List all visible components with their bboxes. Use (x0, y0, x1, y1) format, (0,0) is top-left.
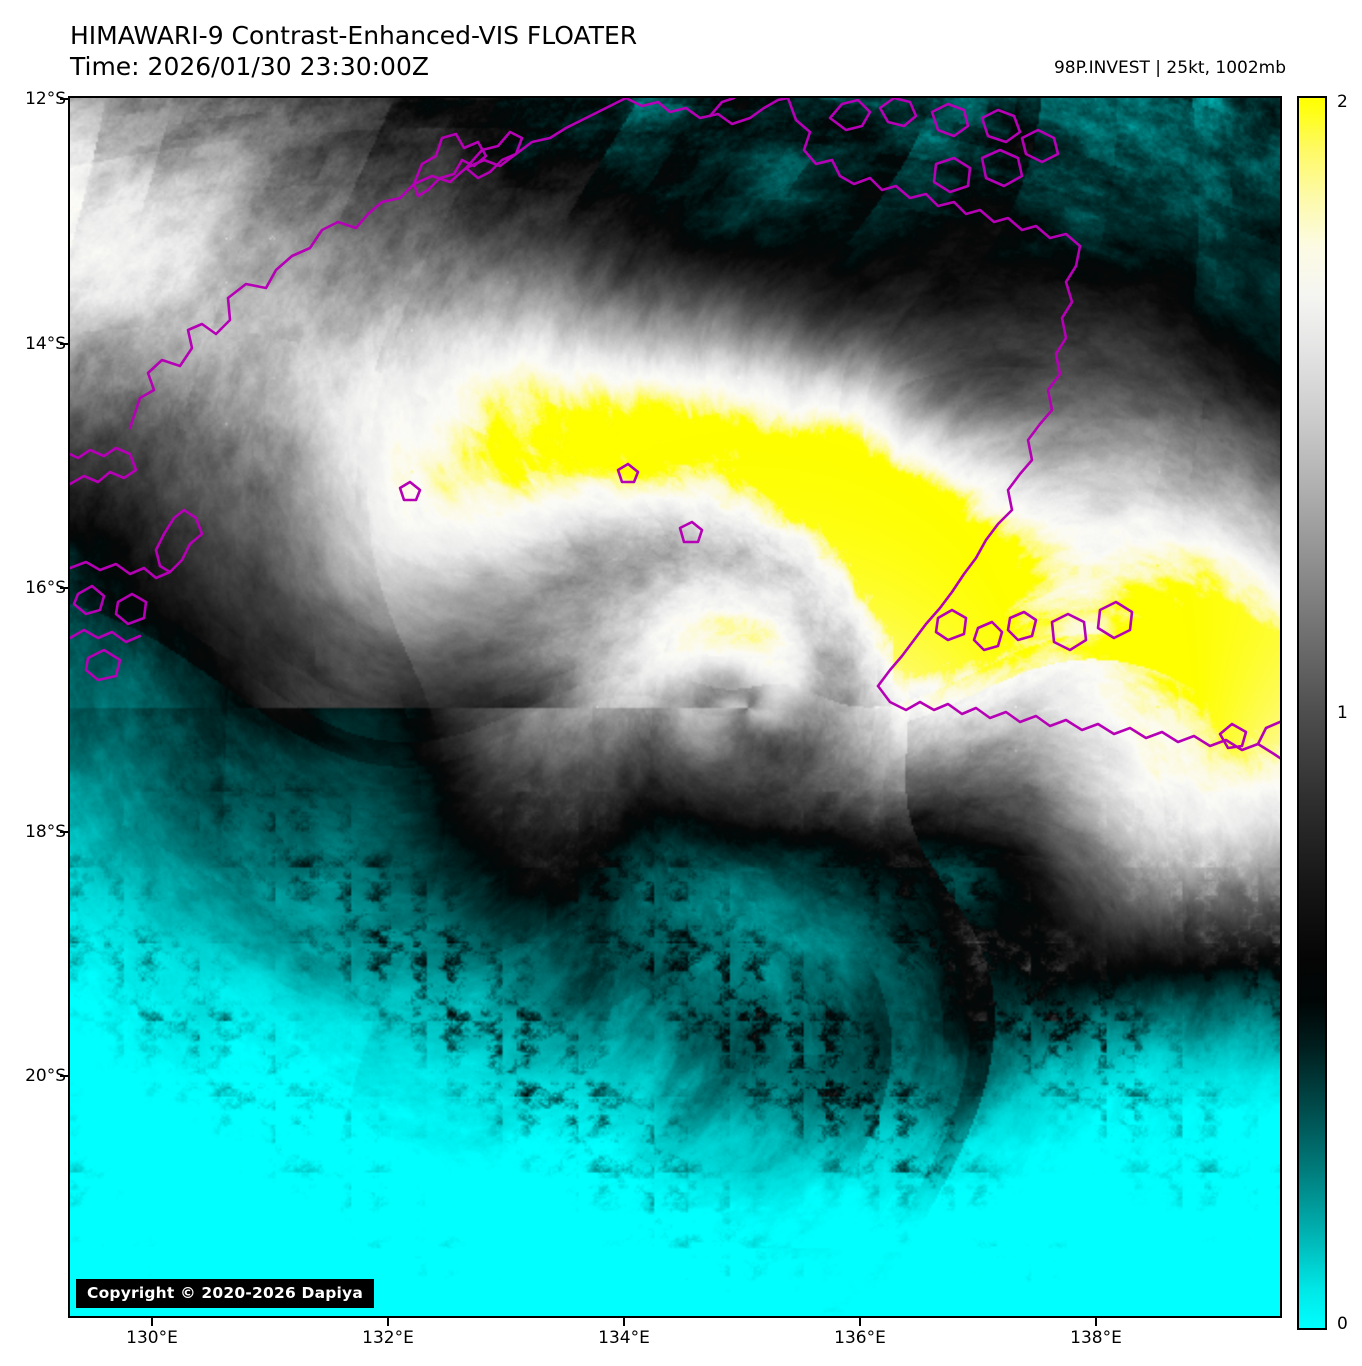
xtick-mark-132e (387, 1318, 389, 1326)
colorbar-label-mid: 1 (1337, 703, 1348, 723)
timestamp-label: Time: 2026/01/30 23:30:00Z (70, 52, 429, 81)
xtick-label-132e: 132°E (362, 1328, 414, 1348)
title-block: HIMAWARI-9 Contrast-Enhanced-VIS FLOATER… (70, 20, 637, 82)
page-title: HIMAWARI-9 Contrast-Enhanced-VIS FLOATER (70, 21, 638, 50)
ytick-mark-12s (60, 98, 68, 100)
colorbar-label-max: 2 (1337, 92, 1348, 112)
ytick-mark-18s (60, 831, 68, 833)
xtick-mark-138e (1095, 1318, 1097, 1326)
ytick-label-16s: 16°S (25, 578, 66, 598)
storm-info-label: 98P.INVEST | 25kt, 1002mb (1053, 58, 1286, 78)
ytick-label-18s: 18°S (25, 822, 66, 842)
xtick-label-130e: 130°E (126, 1328, 178, 1348)
header: HIMAWARI-9 Contrast-Enhanced-VIS FLOATER… (0, 0, 1362, 96)
ytick-mark-20s (60, 1075, 68, 1077)
ytick-label-14s: 14°S (25, 334, 66, 354)
ytick-label-20s: 20°S (25, 1066, 66, 1086)
xtick-mark-136e (859, 1318, 861, 1326)
coastline-overlay (70, 98, 1280, 760)
satellite-image-plot[interactable]: Copyright © 2020-2026 Dapiya (68, 96, 1282, 1318)
ytick-label-12s: 12°S (25, 89, 66, 109)
xtick-mark-134e (623, 1318, 625, 1326)
xtick-mark-130e (151, 1318, 153, 1326)
xtick-label-136e: 136°E (834, 1328, 886, 1348)
xtick-label-138e: 138°E (1070, 1328, 1122, 1348)
satellite-imagery-canvas (70, 98, 1280, 1316)
colorbar-gradient (1297, 96, 1327, 1330)
colorbar-label-min: 0 (1337, 1314, 1348, 1334)
ytick-mark-16s (60, 587, 68, 589)
xtick-label-134e: 134°E (598, 1328, 650, 1348)
ytick-mark-14s (60, 343, 68, 345)
colorbar[interactable]: 2 1 0 (1297, 92, 1348, 1334)
copyright-badge: Copyright © 2020-2026 Dapiya (76, 1279, 375, 1308)
